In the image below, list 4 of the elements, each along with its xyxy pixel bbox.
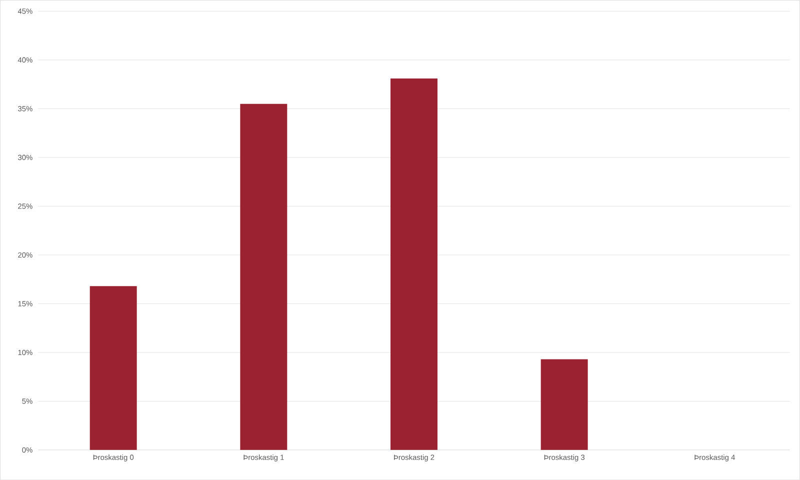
bar xyxy=(540,359,588,450)
bar xyxy=(90,286,137,450)
bar xyxy=(390,78,438,450)
bar xyxy=(240,104,288,450)
